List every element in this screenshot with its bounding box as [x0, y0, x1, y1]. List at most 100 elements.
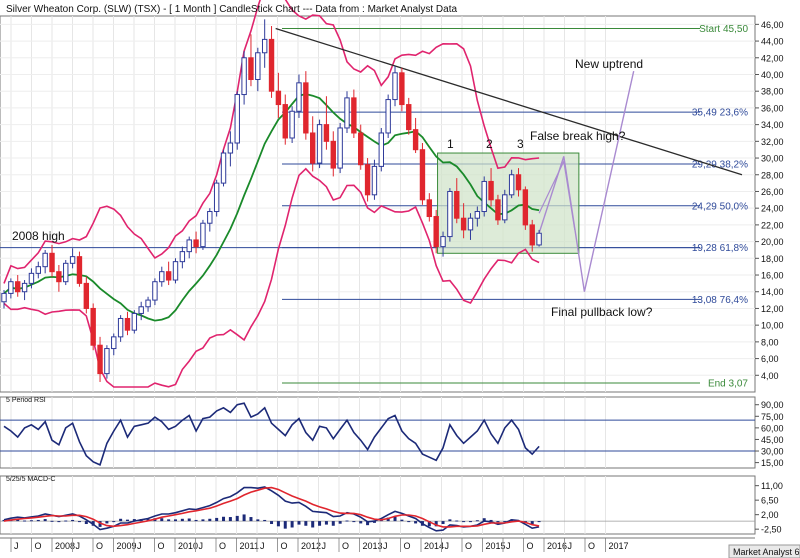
- y-tick-label: 28,00: [761, 170, 784, 180]
- macd-histogram-bar: [98, 521, 102, 527]
- macd-histogram-bar: [352, 521, 356, 523]
- candle-body: [145, 299, 151, 308]
- macd-title: 5/25/5 MACD-C: [6, 476, 55, 483]
- candle-body: [21, 282, 28, 293]
- candle-body: [323, 124, 330, 142]
- candle-body: [42, 252, 48, 268]
- y-tick-label: 42,00: [761, 53, 784, 63]
- level-label: 35,49 23,6%: [692, 108, 748, 119]
- candle-body: [90, 307, 96, 346]
- y-tick-label: 40,00: [761, 70, 784, 80]
- macd-histogram-bar: [180, 518, 184, 522]
- macd-histogram-bar: [462, 521, 466, 523]
- candle-body: [186, 239, 192, 253]
- candle-body: [522, 189, 529, 226]
- candle-body: [15, 281, 21, 293]
- y-tick-label: 14,00: [761, 287, 784, 297]
- candle-body: [165, 271, 172, 281]
- macd-histogram-bar: [43, 519, 47, 522]
- macd-histogram-bar: [112, 521, 116, 523]
- candle-body: [337, 127, 343, 169]
- x-tick-label: O: [527, 541, 534, 551]
- candle-body: [385, 99, 391, 134]
- candle-body: [502, 194, 508, 221]
- annotation-2008-high: 2008 high: [12, 229, 65, 243]
- candle-body: [63, 262, 69, 283]
- macd-histogram-bar: [222, 516, 226, 522]
- rsi-title: 5 Period RSI: [6, 397, 46, 404]
- y-tick-label: 36,00: [761, 103, 784, 113]
- macd-line-0: [3, 486, 540, 532]
- candle-body: [412, 129, 419, 151]
- macd-histogram-bar: [16, 519, 20, 522]
- x-tick-label: J: [76, 541, 81, 551]
- wave-marker-1: 1: [447, 137, 454, 151]
- candle-body: [76, 256, 83, 284]
- candle-body: [179, 251, 186, 263]
- fibonacci-levels: Start 45,50 35,49 23,6% 29,29 38,2% 24,29 5…: [0, 24, 748, 390]
- candle-body: [234, 94, 240, 144]
- macd-histogram-bar: [84, 521, 88, 525]
- candle-body: [419, 149, 426, 201]
- candle-body: [111, 336, 117, 350]
- macd-histogram-bar: [503, 521, 507, 523]
- x-tick-label: 2011: [240, 541, 259, 551]
- candle-body: [371, 165, 378, 196]
- level-label: 24,29 50,0%: [692, 201, 748, 212]
- x-tick-label: J: [383, 541, 388, 551]
- wave-marker-3: 3: [517, 137, 524, 151]
- candle-body: [152, 281, 158, 301]
- y-tick-label: 22,00: [761, 220, 784, 230]
- x-tick-label: O: [342, 541, 349, 551]
- candle-body: [213, 182, 220, 213]
- x-tick-label: 2014: [424, 541, 444, 551]
- candle-body: [131, 312, 138, 331]
- indicators: [0, 402, 755, 532]
- projection-path-alt: [538, 159, 576, 230]
- macd-histogram-bar: [496, 521, 500, 523]
- candle-body: [440, 236, 446, 248]
- x-tick-label: J: [14, 541, 19, 551]
- candle-body: [364, 164, 371, 196]
- candle-body: [454, 190, 460, 219]
- macd-histogram-bar: [125, 519, 129, 522]
- rsi-tick-label: 75,00: [761, 412, 784, 422]
- x-tick-label: 2016: [547, 541, 567, 551]
- x-tick-label: J: [445, 541, 450, 551]
- candle-body: [508, 174, 515, 196]
- level-label: 13,08 76,4%: [692, 295, 748, 306]
- y-tick-label: 46,00: [761, 20, 784, 30]
- macd-histogram-bar: [235, 515, 239, 522]
- candle-body: [474, 211, 481, 219]
- candle-body: [392, 72, 398, 101]
- y-tick-label: 32,00: [761, 137, 784, 147]
- macd-histogram-bar: [530, 521, 534, 525]
- candle-body: [248, 57, 254, 81]
- macd-histogram-bar: [119, 518, 123, 522]
- macd-histogram-bar: [400, 519, 404, 522]
- candle-body: [1, 292, 7, 303]
- x-tick-label: 2015: [486, 541, 506, 551]
- annotation-final-pullback: Final pullback low?: [551, 305, 653, 319]
- x-tick-label: 2012: [301, 541, 321, 551]
- candle-body: [275, 90, 282, 106]
- candle-body: [97, 344, 103, 375]
- x-tick-label: J: [506, 541, 511, 551]
- y-tick-label: 24,00: [761, 204, 784, 214]
- candle-body: [433, 216, 439, 248]
- macd-histogram-bar: [318, 521, 322, 526]
- macd-histogram-bar: [448, 519, 452, 522]
- rsi-line: [3, 402, 540, 467]
- candle-body: [467, 217, 474, 231]
- candle-body: [124, 317, 131, 331]
- y-tick-label: 34,00: [761, 120, 784, 130]
- macd-histogram-bar: [359, 521, 363, 524]
- macd-histogram-bar: [345, 520, 349, 522]
- x-tick-label: J: [199, 541, 204, 551]
- y-tick-label: 10,00: [761, 321, 784, 331]
- macd-histogram-bar: [455, 520, 459, 522]
- macd-histogram-bar: [475, 520, 479, 522]
- macd-histogram-bar: [194, 519, 198, 522]
- macd-histogram-bar: [537, 521, 541, 523]
- candle-body: [289, 110, 295, 139]
